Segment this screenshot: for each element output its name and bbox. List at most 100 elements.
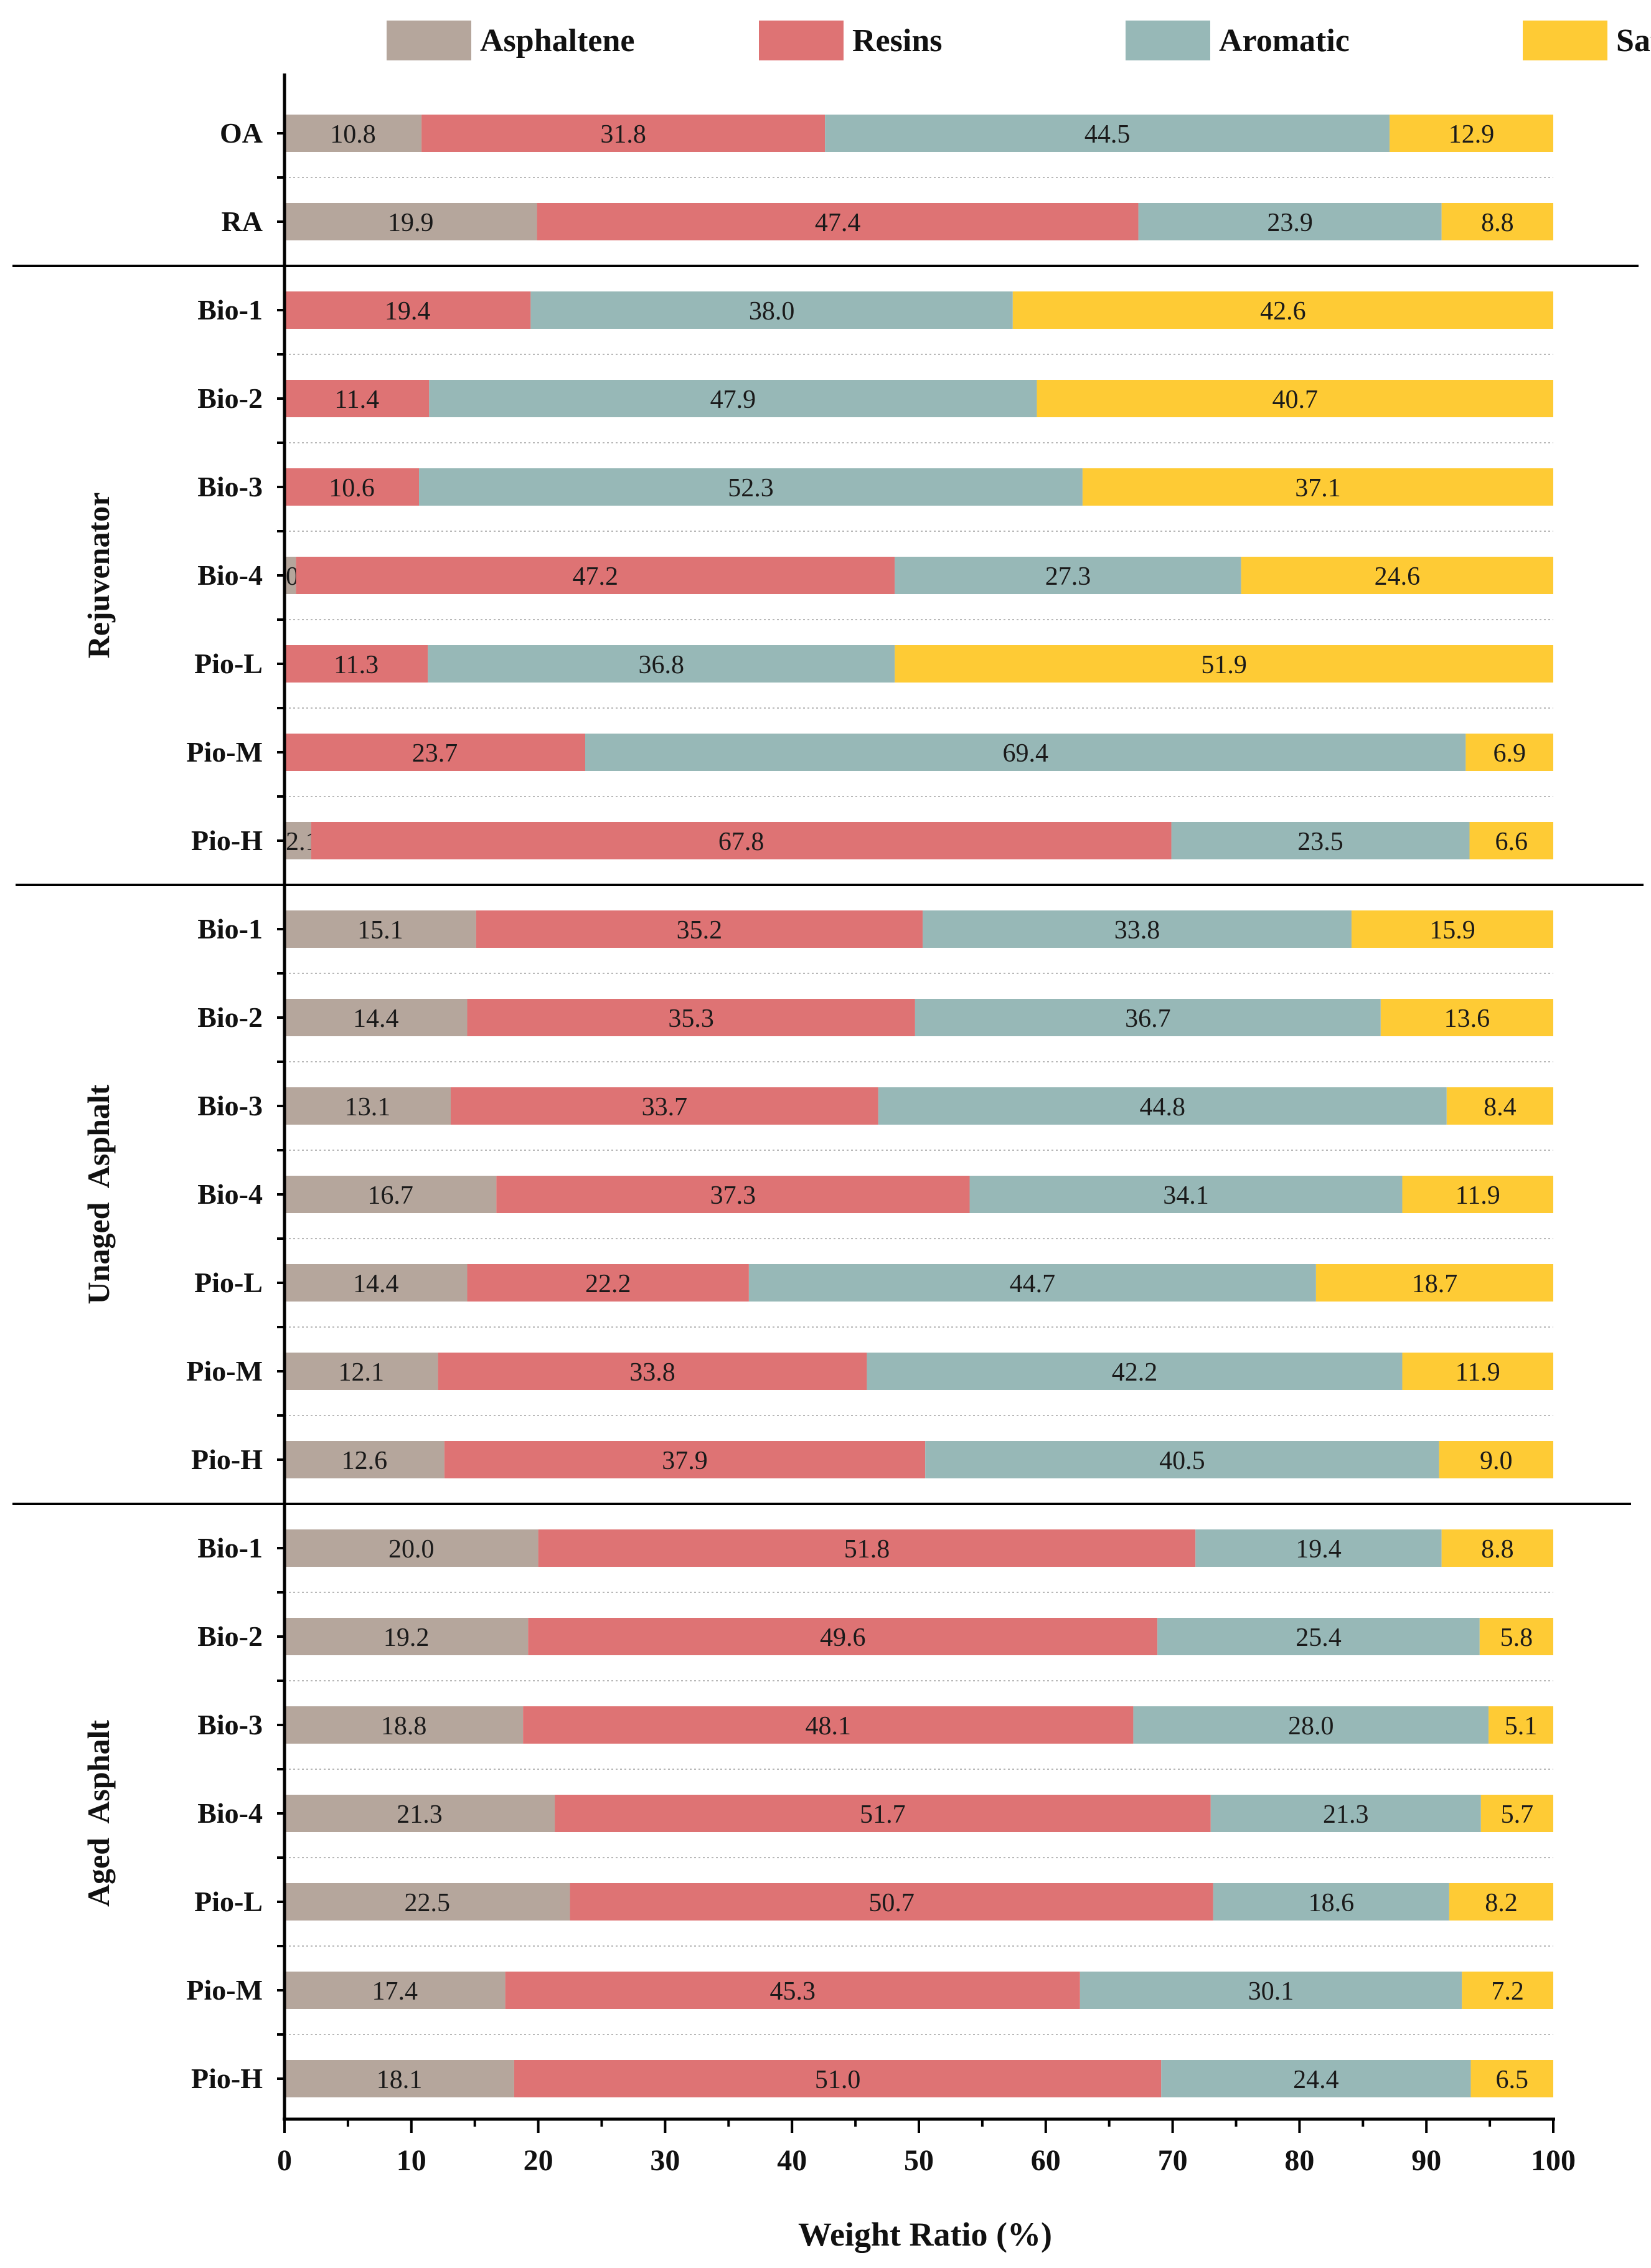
bar-value-label: 44.5: [1084, 120, 1131, 149]
x-tick-label: 30: [650, 2144, 680, 2177]
bar-value-label: 19.4: [1296, 1535, 1342, 1564]
x-tick-label: 40: [777, 2144, 807, 2177]
bar-segment-aromatic: [925, 1441, 1439, 1478]
bar-value-label: 52.3: [728, 474, 774, 503]
bar-segment-asphaltene: [285, 1087, 451, 1125]
bar-value-label: 12.9: [1449, 120, 1495, 149]
bar-segment-resins: [528, 1618, 1158, 1655]
bar-value-label: 42.6: [1260, 297, 1306, 326]
bar-segment-saturated: [1012, 291, 1553, 329]
bar-segment-asphaltene: [285, 822, 311, 859]
group-label: Rejuvenator: [81, 493, 116, 659]
bar-segment-saturated: [1351, 910, 1553, 948]
bar-value-label: 19.4: [385, 297, 431, 326]
bar-segment-saturated: [1446, 1087, 1553, 1125]
bar-value-label: 37.9: [662, 1447, 708, 1475]
category-label: Pio-L: [194, 1267, 263, 1298]
legend-swatch-resins: [759, 21, 844, 60]
category-label: Bio-4: [197, 1797, 263, 1829]
legend-label: Asphaltene: [480, 23, 634, 59]
bar-segment-asphaltene: [285, 2060, 514, 2097]
category-label: Bio-4: [197, 1178, 263, 1210]
bar-value-label: 5.8: [1500, 1623, 1533, 1652]
bar-value-label: 51.8: [844, 1535, 890, 1564]
bar-value-label: 28.0: [1288, 1712, 1334, 1741]
bar-value-label: 8.4: [1484, 1093, 1517, 1122]
bar-segment-saturated: [1439, 1441, 1553, 1478]
bar-segment-aromatic: [530, 291, 1013, 329]
category-label: Pio-M: [186, 736, 263, 768]
bar-value-label: 36.7: [1125, 1004, 1171, 1033]
category-label: Bio-2: [197, 1001, 263, 1033]
bar-segment-saturated: [1469, 822, 1553, 859]
bar-segment-asphaltene: [285, 1264, 468, 1302]
bar-value-label: 47.9: [710, 385, 756, 414]
x-tick-label: 100: [1531, 2144, 1576, 2177]
bar-segment-resins: [285, 645, 428, 683]
bar-value-label: 50.7: [868, 1889, 915, 1917]
x-tick-label: 10: [397, 2144, 426, 2177]
bar-value-label: 5.7: [1501, 1800, 1534, 1829]
bar-value-label: 23.9: [1267, 209, 1313, 237]
bar-value-label: 23.7: [412, 739, 458, 768]
bar-segment-resins: [285, 380, 430, 417]
legend-swatch-saturated: [1523, 21, 1607, 60]
category-label: Bio-3: [197, 1709, 263, 1741]
bar-segment-saturated: [1441, 203, 1553, 240]
category-label: OA: [220, 117, 263, 149]
category-label: Bio-3: [197, 471, 263, 503]
category-label: Bio-1: [197, 294, 263, 326]
bar-segment-saturated: [1465, 734, 1553, 771]
bar-segment-asphaltene: [285, 1618, 529, 1655]
bar-segment-resins: [467, 1264, 749, 1302]
bar-value-label: 21.3: [1323, 1800, 1369, 1829]
bar-segment-saturated: [1470, 2060, 1553, 2097]
bar-segment-saturated: [1402, 1353, 1553, 1390]
bar-value-label: 33.7: [642, 1093, 688, 1122]
bar-segment-saturated: [1441, 1529, 1553, 1567]
bar-segment-resins: [438, 1353, 867, 1390]
x-tick-label: 60: [1031, 2144, 1061, 2177]
bar-segment-aromatic: [585, 734, 1466, 771]
group-label: Unaged Asphalt: [81, 1084, 116, 1304]
bar-value-label: 7.2: [1491, 1977, 1524, 2006]
x-tick-label: 20: [524, 2144, 553, 2177]
bar-value-label: 12.6: [342, 1447, 388, 1475]
legend-swatch-asphaltene: [387, 21, 471, 60]
x-axis-title: Weight Ratio (%): [798, 2216, 1052, 2253]
bar-segment-asphaltene: [285, 1529, 539, 1567]
bar-segment-resins: [285, 734, 586, 771]
bar-segment-resins: [285, 291, 531, 329]
bar-segment-resins: [311, 822, 1172, 859]
bar-value-label: 22.2: [585, 1270, 631, 1298]
legend-label: Resins: [852, 23, 942, 59]
x-tick-label: 80: [1284, 2144, 1314, 2177]
bar-value-label: 40.7: [1272, 385, 1319, 414]
bar-segment-saturated: [1479, 1618, 1553, 1655]
bar-segment-asphaltene: [285, 1176, 497, 1213]
category-label: Pio-H: [191, 825, 263, 856]
bar-segment-asphaltene: [285, 557, 296, 594]
bar-value-label: 13.1: [345, 1093, 391, 1122]
category-label: Bio-2: [197, 1620, 263, 1652]
bar-value-label: 69.4: [1002, 739, 1048, 768]
bar-segment-saturated: [1241, 557, 1553, 594]
bar-segment-aromatic: [1080, 1972, 1462, 2009]
bar-value-label: 47.4: [815, 209, 861, 237]
bar-segment-resins: [285, 468, 420, 506]
bar-segment-saturated: [1449, 1883, 1553, 1921]
legend-swatch-aromatic: [1126, 21, 1210, 60]
bar-segment-asphaltene: [285, 115, 422, 152]
x-tick-label: 90: [1411, 2144, 1441, 2177]
bar-value-label: 11.9: [1456, 1358, 1500, 1387]
bar-segment-resins: [296, 557, 895, 594]
group-label: Aged Asphalt: [81, 1720, 116, 1907]
bar-segment-aromatic: [878, 1087, 1447, 1125]
bar-segment-aromatic: [923, 910, 1352, 948]
bar-value-label: 48.1: [806, 1712, 852, 1741]
bar-value-label: 30.1: [1248, 1977, 1294, 2006]
x-tick-label: 0: [277, 2144, 292, 2177]
bar-value-label: 6.9: [1493, 739, 1526, 768]
bar-value-label: 21.3: [397, 1800, 443, 1829]
bar-segment-saturated: [1390, 115, 1553, 152]
